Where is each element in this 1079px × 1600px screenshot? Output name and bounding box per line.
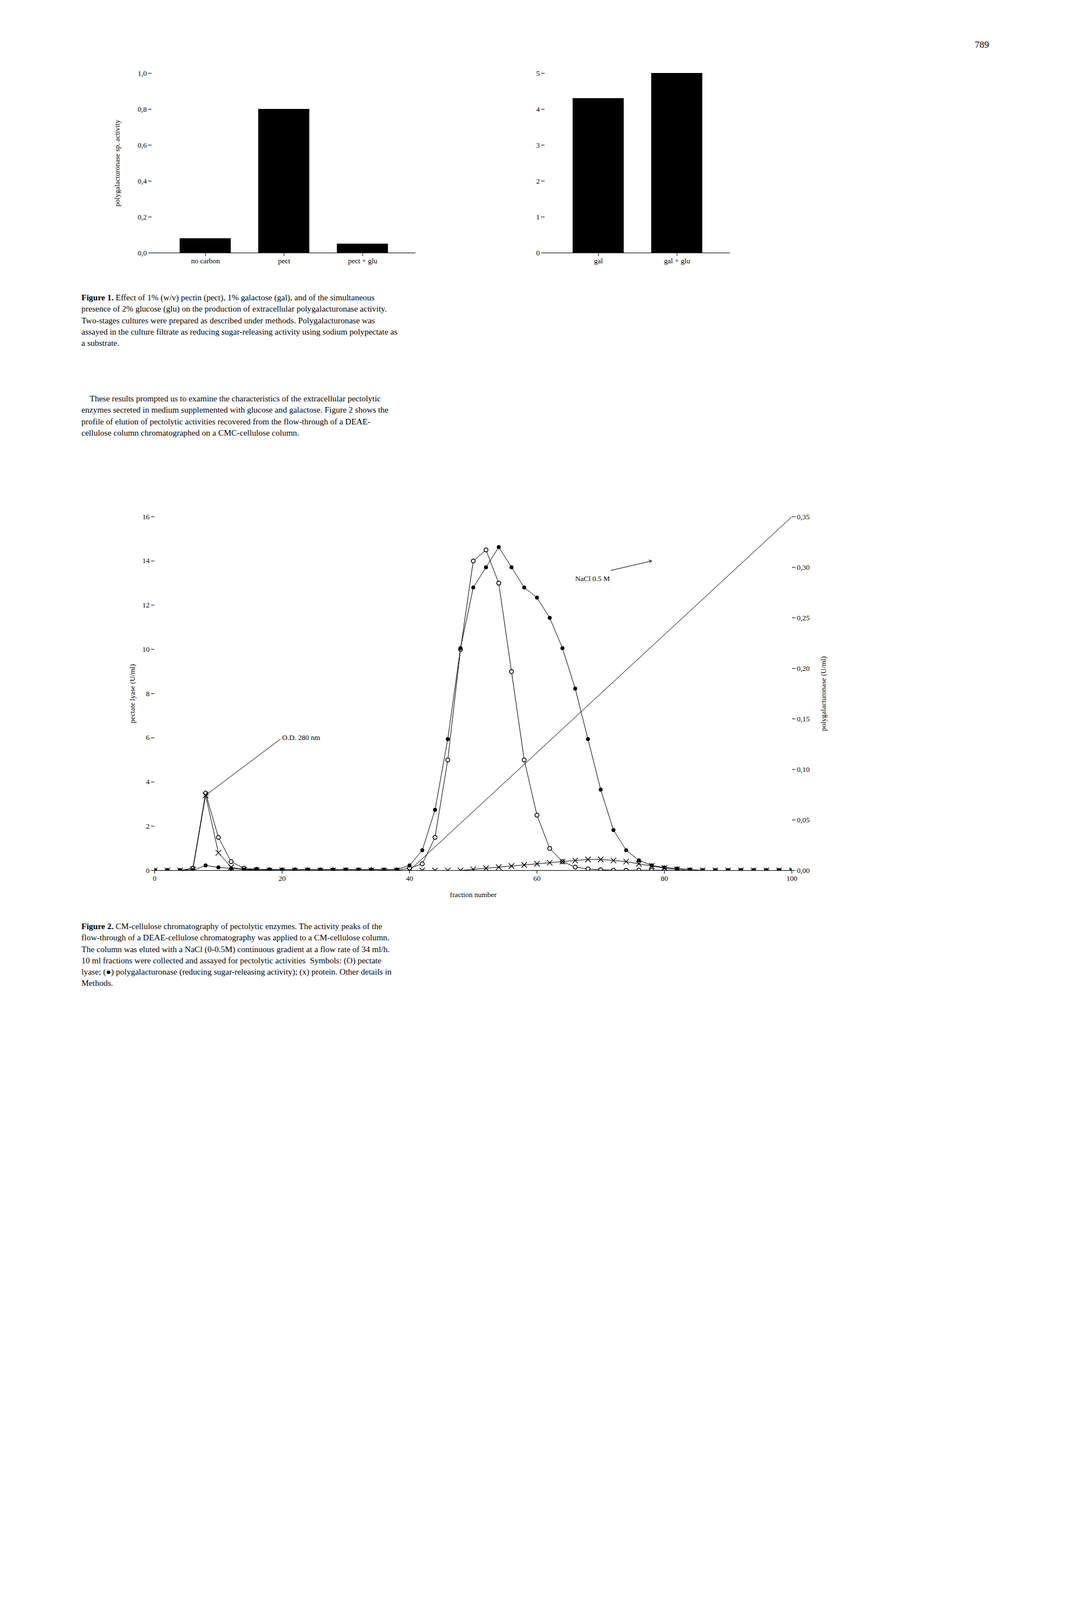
svg-text:4: 4 (145, 777, 150, 786)
html-text:Figure 1. Effect of 1% (w/v) p: Figure 1. Effect of 1% (w/v) pectin (pec… (81, 293, 398, 348)
svg-text:0: 0 (145, 866, 150, 875)
svg-text:40: 40 (405, 874, 414, 883)
svg-text:2: 2 (145, 821, 150, 831)
svg-text:0,0: 0,0 (137, 248, 147, 258)
svg-text:16: 16 (142, 512, 151, 521)
svg-text:pect + glu: pect + glu (348, 256, 378, 265)
svg-text:0,8: 0,8 (137, 104, 147, 114)
svg-text:10: 10 (142, 645, 150, 654)
svg-text:3: 3 (536, 140, 541, 150)
svg-text:gal + glu: gal + glu (664, 256, 691, 265)
svg-text:12: 12 (142, 600, 150, 610)
svg-text:NaCl 0.5 M: NaCl 0.5 M (575, 574, 611, 583)
html-text:These results prompted us to e: These results prompted us to examine the… (81, 394, 389, 438)
html-text:789: 789 (974, 39, 990, 50)
svg-text:100: 100 (786, 874, 798, 883)
svg-text:1: 1 (536, 212, 541, 222)
svg-text:0,35: 0,35 (797, 512, 811, 521)
svg-text:0,2: 0,2 (137, 212, 147, 222)
svg-text:20: 20 (278, 874, 286, 883)
svg-text:gal: gal (593, 256, 603, 265)
svg-text:60: 60 (533, 874, 541, 883)
svg-text:pect: pect (277, 256, 291, 265)
svg-text:0,10: 0,10 (797, 765, 811, 774)
svg-text:polygalacturonase sp. activity: polygalacturonase sp. activity (112, 119, 122, 207)
svg-text:O.D. 280 nm: O.D. 280 nm (282, 733, 321, 742)
svg-text:0,4: 0,4 (137, 176, 148, 186)
svg-text:80: 80 (660, 874, 669, 883)
svg-text:4: 4 (536, 104, 541, 114)
svg-text:no carbon: no carbon (190, 256, 221, 265)
svg-text:0,6: 0,6 (137, 140, 148, 150)
svg-text:8: 8 (145, 689, 150, 698)
svg-text:0,00: 0,00 (797, 866, 811, 875)
svg-text:fraction number: fraction number (449, 890, 497, 899)
html-text:Figure 2. CM-cellulose chromat: Figure 2. CM-cellulose chromatography of… (81, 921, 392, 988)
svg-text:0,15: 0,15 (797, 714, 811, 724)
svg-text:0: 0 (536, 248, 541, 258)
svg-text:0,25: 0,25 (797, 613, 811, 623)
svg-text:pectate lyase (U/ml): pectate lyase (U/ml) (127, 664, 137, 724)
svg-text:2: 2 (536, 176, 541, 186)
svg-text:0: 0 (152, 874, 157, 883)
svg-text:0,30: 0,30 (797, 563, 811, 572)
svg-text:1,0: 1,0 (137, 69, 147, 78)
svg-text:0,20: 0,20 (797, 664, 811, 673)
svg-text:5: 5 (536, 69, 541, 78)
svg-text:6: 6 (145, 733, 150, 742)
svg-text:14: 14 (142, 556, 151, 565)
svg-text:polygalacturonase (U/ml): polygalacturonase (U/ml) (819, 656, 828, 731)
svg-text:0,05: 0,05 (797, 815, 811, 825)
